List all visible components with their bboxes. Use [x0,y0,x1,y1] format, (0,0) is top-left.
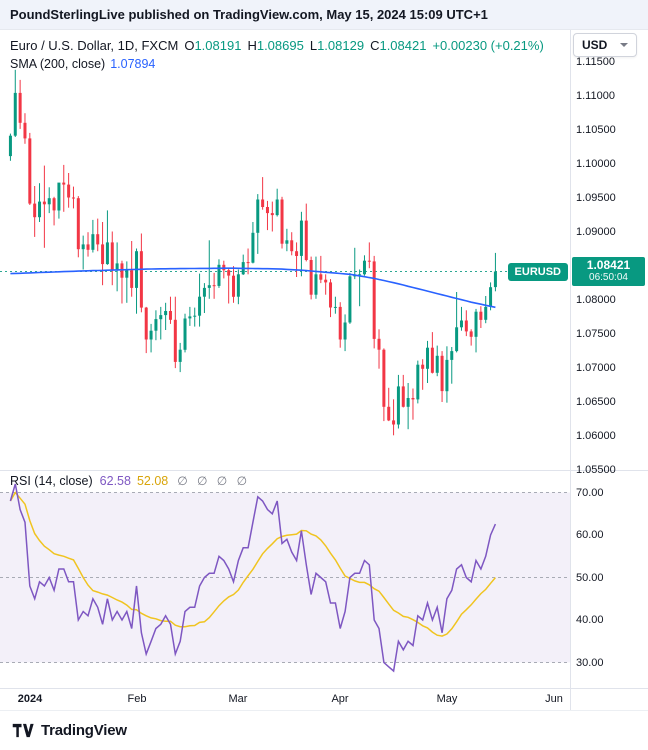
price-axis-label: 1.09000 [576,226,616,238]
rsi-axis-label: 30.00 [576,657,604,669]
price-axis-badge: 1.08421 06:50:04 [572,257,645,286]
tradingview-wordmark[interactable]: TradingView [41,722,127,739]
price-axis[interactable]: 1.05500 1.06000 1.06500 1.07000 1.07500 1.080… [570,30,648,710]
sma-value: 1.07894 [110,57,156,71]
price-axis-separator [570,30,571,710]
rsi-legend-label[interactable]: RSI (14, close) [10,474,93,488]
tradingview-logo-icon[interactable] [12,723,34,738]
low-label: L [309,38,318,53]
chart-canvas[interactable] [0,30,570,710]
change-value: +0.00230 (+0.21%) [432,38,544,53]
time-axis-label: May [436,693,458,705]
time-axis-label: 2024 [17,693,43,705]
rsi-value: 62.58 [99,474,131,488]
chevron-down-icon [620,43,628,47]
price-axis-label: 1.09500 [576,192,616,204]
time-axis-label: Jun [545,693,563,705]
rsi-axis-label: 60.00 [576,529,604,541]
price-axis-label: 1.07500 [576,328,616,340]
time-axis[interactable]: 2024 Feb Mar Apr May Jun [0,688,570,710]
rsi-axis-label: 40.00 [576,614,604,626]
price-axis-label: 1.11000 [576,90,615,102]
symbol-price-chip: EURUSD [507,263,568,281]
rsi-legend: RSI (14, close) 62.58 52.08 ∅ ∅ ∅ ∅ [10,474,250,488]
high-value: 1.08695 [256,38,304,53]
price-axis-label: 1.05500 [576,464,616,476]
time-axis-label: Mar [228,693,248,705]
close-label: C [370,38,380,53]
low-value: 1.08129 [317,38,365,53]
rsi-ma-value: 52.08 [136,474,169,488]
bar-countdown-timer: 06:50:04 [589,272,628,283]
symbol-chip-label: EURUSD [514,266,561,278]
currency-selector[interactable]: USD [573,33,637,57]
publish-info: published on TradingView.com, May 15, 20… [124,7,488,22]
rsi-axis-label: 70.00 [576,487,604,499]
price-axis-label: 1.10500 [576,124,616,136]
hidden-values-icons: ∅ ∅ ∅ ∅ [177,474,251,488]
chart-container: Euro / U.S. Dollar, 1D, FXCM O1.08191 H1.0… [0,30,648,710]
time-axis-separator [0,688,648,689]
close-value: 1.08421 [379,38,427,53]
rsi-axis-label: 50.00 [576,572,604,584]
publisher-link[interactable]: PoundSterlingLive [10,7,125,22]
open-label: O [184,38,195,53]
open-value: 1.08191 [194,38,242,53]
price-axis-label: 1.07000 [576,362,616,374]
price-axis-label: 1.08000 [576,294,616,306]
price-axis-label: 1.11500 [576,56,615,68]
main-legend: Euro / U.S. Dollar, 1D, FXCM O1.08191 H1.0… [10,37,544,73]
price-axis-label: 1.06000 [576,430,616,442]
price-axis-label: 1.06500 [576,396,616,408]
price-axis-label: 1.10000 [576,158,616,170]
footer: TradingView [0,710,648,750]
time-axis-label: Apr [331,693,349,705]
publish-banner: PoundSterlingLive published on TradingVi… [0,0,648,30]
last-price-value: 1.08421 [586,258,631,272]
time-axis-label: Feb [127,693,147,705]
high-label: H [247,38,257,53]
pane-separator[interactable] [0,470,648,471]
currency-selector-label: USD [582,38,608,52]
symbol-title[interactable]: Euro / U.S. Dollar, 1D, FXCM [10,38,179,53]
sma-legend-label[interactable]: SMA (200, close) [10,57,106,71]
